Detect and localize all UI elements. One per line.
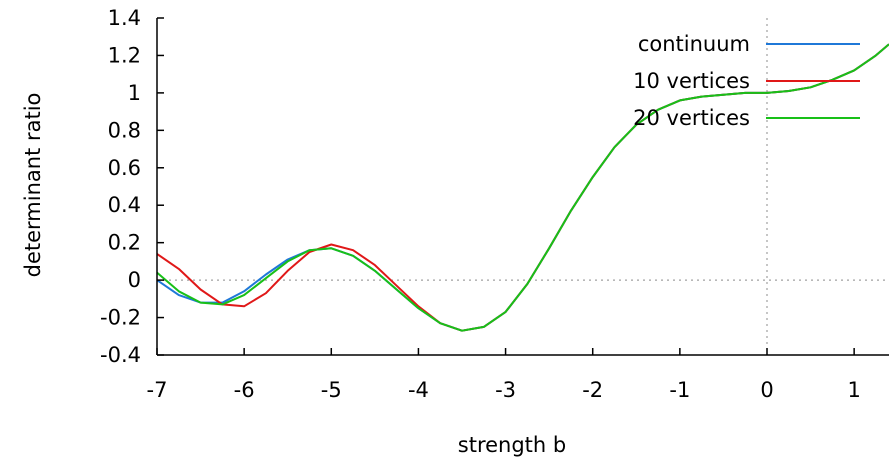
x-tick-label: 0 [760,378,773,402]
series-layer [156,43,889,332]
legend-label-2: 20 vertices [633,106,750,130]
legend-label-0: continuum [638,32,750,56]
y-tick-label: -0.2 [100,306,141,330]
y-tick-label: 1.4 [108,6,141,30]
legend: continuum 10 vertices 20 vertices [633,32,860,130]
x-tick-label: -1 [669,378,690,402]
y-tick-label: -0.4 [100,343,141,367]
y-tick-label: 0.8 [108,118,141,142]
y-tick-label: 0.6 [108,156,141,180]
y-tick-label: 0 [128,268,141,292]
legend-label-1: 10 vertices [633,69,750,93]
y-tick-label: 1.2 [108,43,141,67]
x-tick-label: 1 [847,378,860,402]
series-line-2 [156,43,889,332]
y-axis-title: determinant ratio [21,93,45,278]
x-tick-label: -7 [147,378,168,402]
axes-layer: -7 -6 -5 -4 -3 -2 -1 0 1 -0.4 -0.2 0 0.2 0.4 0.6 0.8 1 1.… [100,6,889,402]
y-tick-label: 1 [128,81,141,105]
x-tick-label: -5 [321,378,342,402]
y-tick-label: 0.4 [108,193,141,217]
x-tick-label: -6 [234,378,255,402]
x-tick-label: -2 [582,378,603,402]
x-tick-label: -3 [495,378,516,402]
x-axis-title: strength b [458,433,566,457]
y-tick-label: 0.2 [108,231,141,255]
x-tick-label: -4 [408,378,429,402]
